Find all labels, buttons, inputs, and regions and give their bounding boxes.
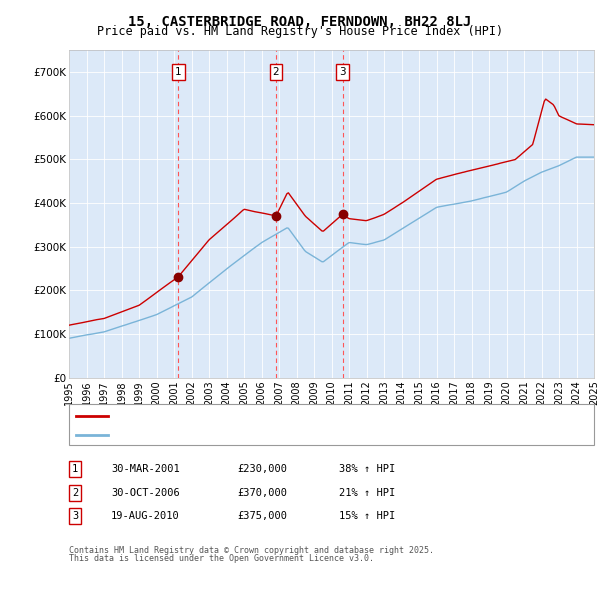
Text: £370,000: £370,000 bbox=[237, 488, 287, 497]
Text: 21% ↑ HPI: 21% ↑ HPI bbox=[339, 488, 395, 497]
Text: 3: 3 bbox=[339, 67, 346, 77]
Text: This data is licensed under the Open Government Licence v3.0.: This data is licensed under the Open Gov… bbox=[69, 555, 374, 563]
Text: 2: 2 bbox=[72, 488, 78, 497]
Text: 30-OCT-2006: 30-OCT-2006 bbox=[111, 488, 180, 497]
Text: £230,000: £230,000 bbox=[237, 464, 287, 474]
Text: Contains HM Land Registry data © Crown copyright and database right 2025.: Contains HM Land Registry data © Crown c… bbox=[69, 546, 434, 555]
Text: 3: 3 bbox=[72, 512, 78, 521]
Text: 15% ↑ HPI: 15% ↑ HPI bbox=[339, 512, 395, 521]
Text: Price paid vs. HM Land Registry's House Price Index (HPI): Price paid vs. HM Land Registry's House … bbox=[97, 25, 503, 38]
Text: HPI: Average price, detached house, Dorset: HPI: Average price, detached house, Dors… bbox=[114, 430, 377, 440]
Text: £375,000: £375,000 bbox=[237, 512, 287, 521]
Text: 1: 1 bbox=[175, 67, 182, 77]
Text: 30-MAR-2001: 30-MAR-2001 bbox=[111, 464, 180, 474]
Text: 19-AUG-2010: 19-AUG-2010 bbox=[111, 512, 180, 521]
Text: 38% ↑ HPI: 38% ↑ HPI bbox=[339, 464, 395, 474]
Text: 15, CASTERBRIDGE ROAD, FERNDOWN, BH22 8LJ: 15, CASTERBRIDGE ROAD, FERNDOWN, BH22 8L… bbox=[128, 15, 472, 29]
Text: 15, CASTERBRIDGE ROAD, FERNDOWN, BH22 8LJ (detached house): 15, CASTERBRIDGE ROAD, FERNDOWN, BH22 8L… bbox=[114, 411, 476, 421]
Text: 2: 2 bbox=[273, 67, 280, 77]
Text: 1: 1 bbox=[72, 464, 78, 474]
